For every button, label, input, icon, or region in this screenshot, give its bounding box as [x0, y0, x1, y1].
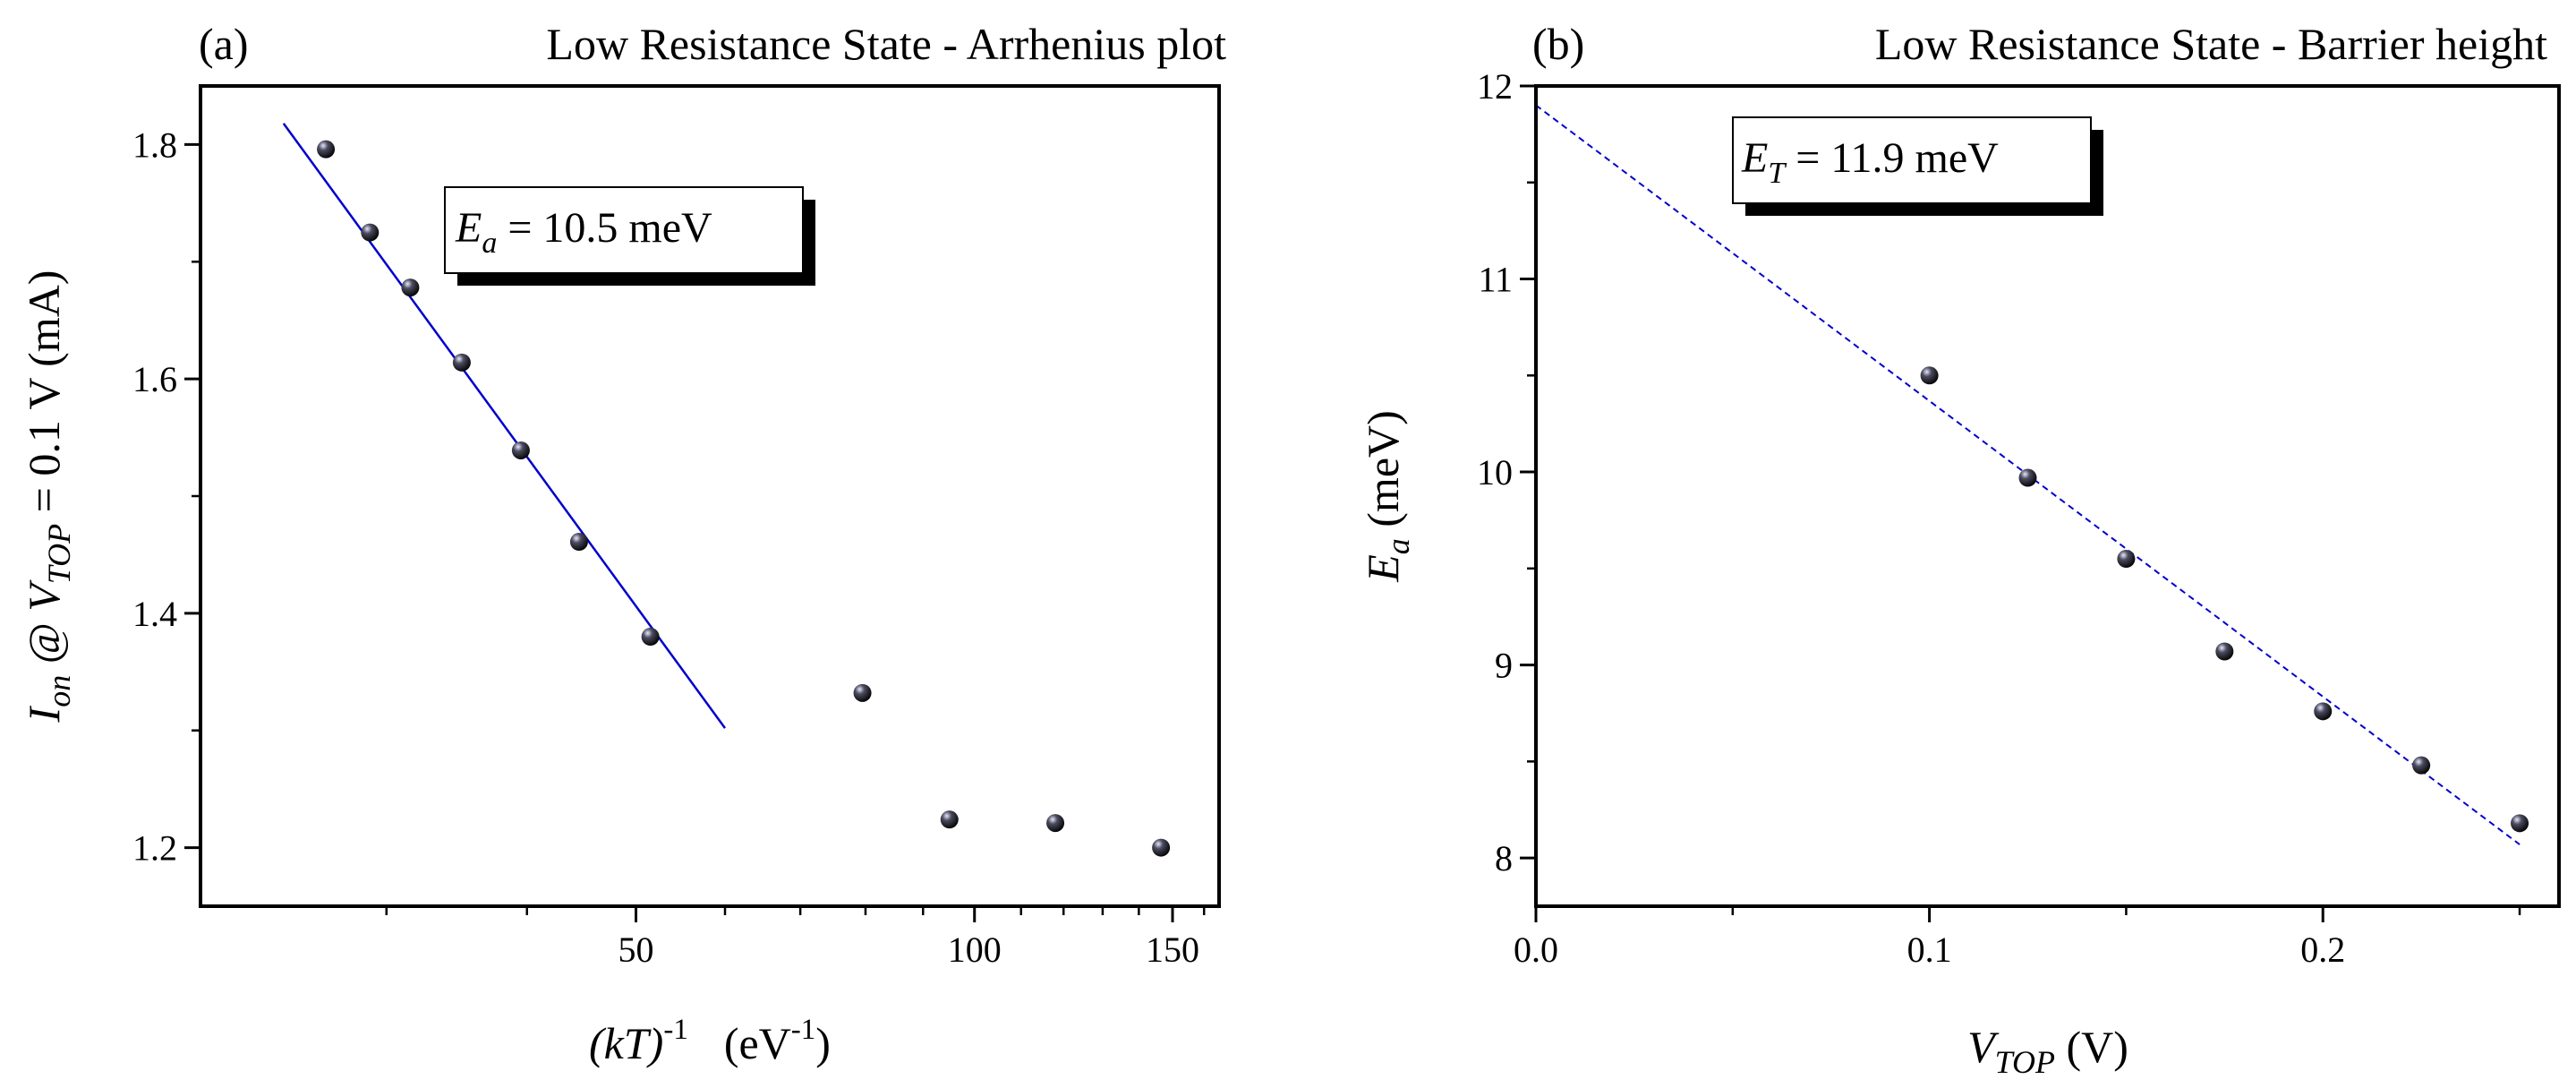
et-subscript: T	[1768, 157, 1787, 190]
panel-a-xlabel: (kT)-1 (eV-1)	[589, 1014, 831, 1068]
et-symbol: E	[1741, 134, 1768, 182]
panel-a-ylabel: Ion @ VTOP = 0.1 V (mA)	[19, 270, 77, 724]
p0-data-point	[1152, 838, 1171, 857]
et-value: = 11.9 meV	[1785, 134, 1999, 182]
p0-data-point	[452, 353, 471, 372]
p1-data-point	[2117, 550, 2136, 569]
panel-b-frame	[1534, 84, 2561, 908]
p0-data-point	[361, 223, 380, 242]
p0-data-point	[317, 140, 336, 158]
p0-x-tick-label: 50	[618, 930, 654, 970]
panel-b-ylabel: Ea (meV)	[1358, 410, 1416, 583]
p1-data-point	[1920, 366, 1939, 385]
panel-a-frame	[199, 84, 1221, 908]
p0-data-point	[401, 278, 420, 297]
p1-x-tick-label: 0.2	[2300, 930, 2345, 970]
p1-data-point	[2314, 702, 2333, 721]
p0-data-point	[511, 441, 530, 459]
p0-y-tick-label: 1.2	[132, 828, 177, 869]
ea-value: = 10.5 meV	[497, 204, 712, 252]
panel-b-title: Low Resistance State - Barrier height	[1875, 19, 2547, 69]
panel-b-annotation: ET = 11.9 meV	[1732, 116, 2103, 216]
p0-y-tick-label: 1.6	[132, 359, 177, 399]
p0-x-tick-label: 150	[1146, 930, 1199, 970]
p1-data-point	[2511, 814, 2529, 833]
panel-a-arrhenius: (a) Low Resistance State - Arrhenius plo…	[19, 19, 1226, 1068]
p1-y-tick-label: 8	[1495, 838, 1513, 878]
p1-data-point	[2215, 642, 2234, 661]
p1-x-tick-label: 0.1	[1907, 930, 1952, 970]
p0-data-point	[1046, 814, 1065, 833]
p1-y-tick-label: 12	[1477, 66, 1513, 107]
p0-data-point	[853, 683, 872, 702]
panel-a-label: (a)	[199, 19, 249, 69]
panel-b-barrier-height: (b) Low Resistance State - Barrier heigh…	[1358, 19, 2561, 1080]
panel-b-label: (b)	[1532, 19, 1584, 69]
ea-symbol: E	[455, 204, 482, 252]
p1-data-point	[2412, 756, 2431, 775]
p1-y-tick-label: 11	[1478, 260, 1513, 300]
p0-data-point	[569, 533, 588, 552]
panel-b-xlabel: VTOP (V)	[1967, 1022, 2128, 1080]
p0-data-point	[940, 810, 959, 829]
p1-y-tick-label: 10	[1477, 452, 1513, 493]
p1-data-point	[2018, 468, 2037, 487]
svg-text:ET = 11.9 meV: ET = 11.9 meV	[1741, 134, 1999, 190]
panel-a-title: Low Resistance State - Arrhenius plot	[546, 19, 1226, 69]
ea-subscript: a	[482, 227, 497, 260]
p0-fit-line	[282, 123, 727, 729]
p0-data-point	[641, 628, 660, 647]
p0-x-tick-label: 100	[948, 930, 1002, 970]
p0-y-tick-label: 1.8	[132, 124, 177, 165]
panel-a-annotation: Ea = 10.5 meV	[444, 186, 815, 286]
svg-text:Ea = 10.5 meV: Ea = 10.5 meV	[455, 204, 712, 260]
p1-x-tick-label: 0.0	[1514, 930, 1558, 970]
p1-y-tick-label: 9	[1495, 646, 1513, 686]
p0-y-tick-label: 1.4	[132, 594, 177, 634]
